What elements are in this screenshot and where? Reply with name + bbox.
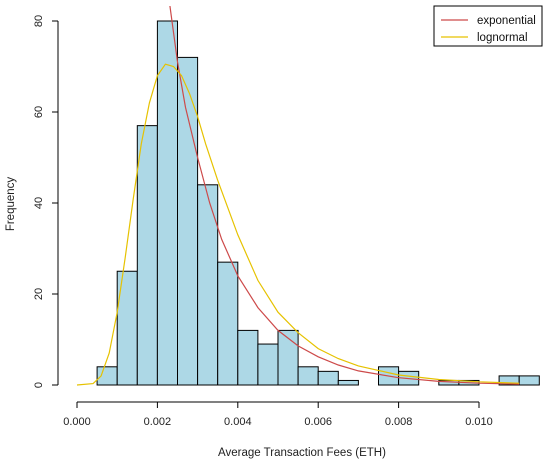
y-tick-label: 20 [33,288,45,300]
histogram-bar [317,370,339,386]
x-tick-label: 0.006 [304,416,332,428]
histogram-bar [518,375,540,386]
x-tick-label: 0.010 [465,416,493,428]
legend-label-lognormal: lognormal [477,32,528,44]
histogram-bar [337,379,359,386]
legend: exponential lognormal [433,5,543,47]
histogram-bar [257,343,279,386]
histogram-bar [217,261,239,386]
x-tick-label: 0.004 [224,416,252,428]
x-tick-label: 0.000 [63,416,91,428]
histogram-bars [96,20,540,386]
histogram-bar [136,125,158,386]
legend-box [433,5,543,47]
x-axis: 0.000 0.002 0.004 0.006 0.008 0.010 [63,401,493,428]
x-tick-label: 0.008 [385,416,413,428]
histogram-bar [237,329,259,386]
fitted-curves [76,6,520,386]
histogram-bar [197,184,219,386]
legend-label-exponential: exponential [477,15,536,27]
histogram-bar [156,20,178,386]
x-tick-label: 0.002 [144,416,172,428]
histogram-bar [96,366,118,386]
curve-exponential [169,6,520,385]
histogram-bar [297,366,319,386]
y-tick-label: 60 [33,106,45,118]
y-tick-label: 0 [33,382,45,388]
y-axis: 0 20 40 60 80 [33,15,59,388]
y-axis-title: Frequency [5,177,17,232]
y-tick-label: 80 [33,15,45,27]
y-tick-label: 40 [33,197,45,209]
histogram-bar [277,329,299,386]
x-axis-title: Average Transaction Fees (ETH) [218,447,386,459]
curve-lognormal [76,63,520,386]
